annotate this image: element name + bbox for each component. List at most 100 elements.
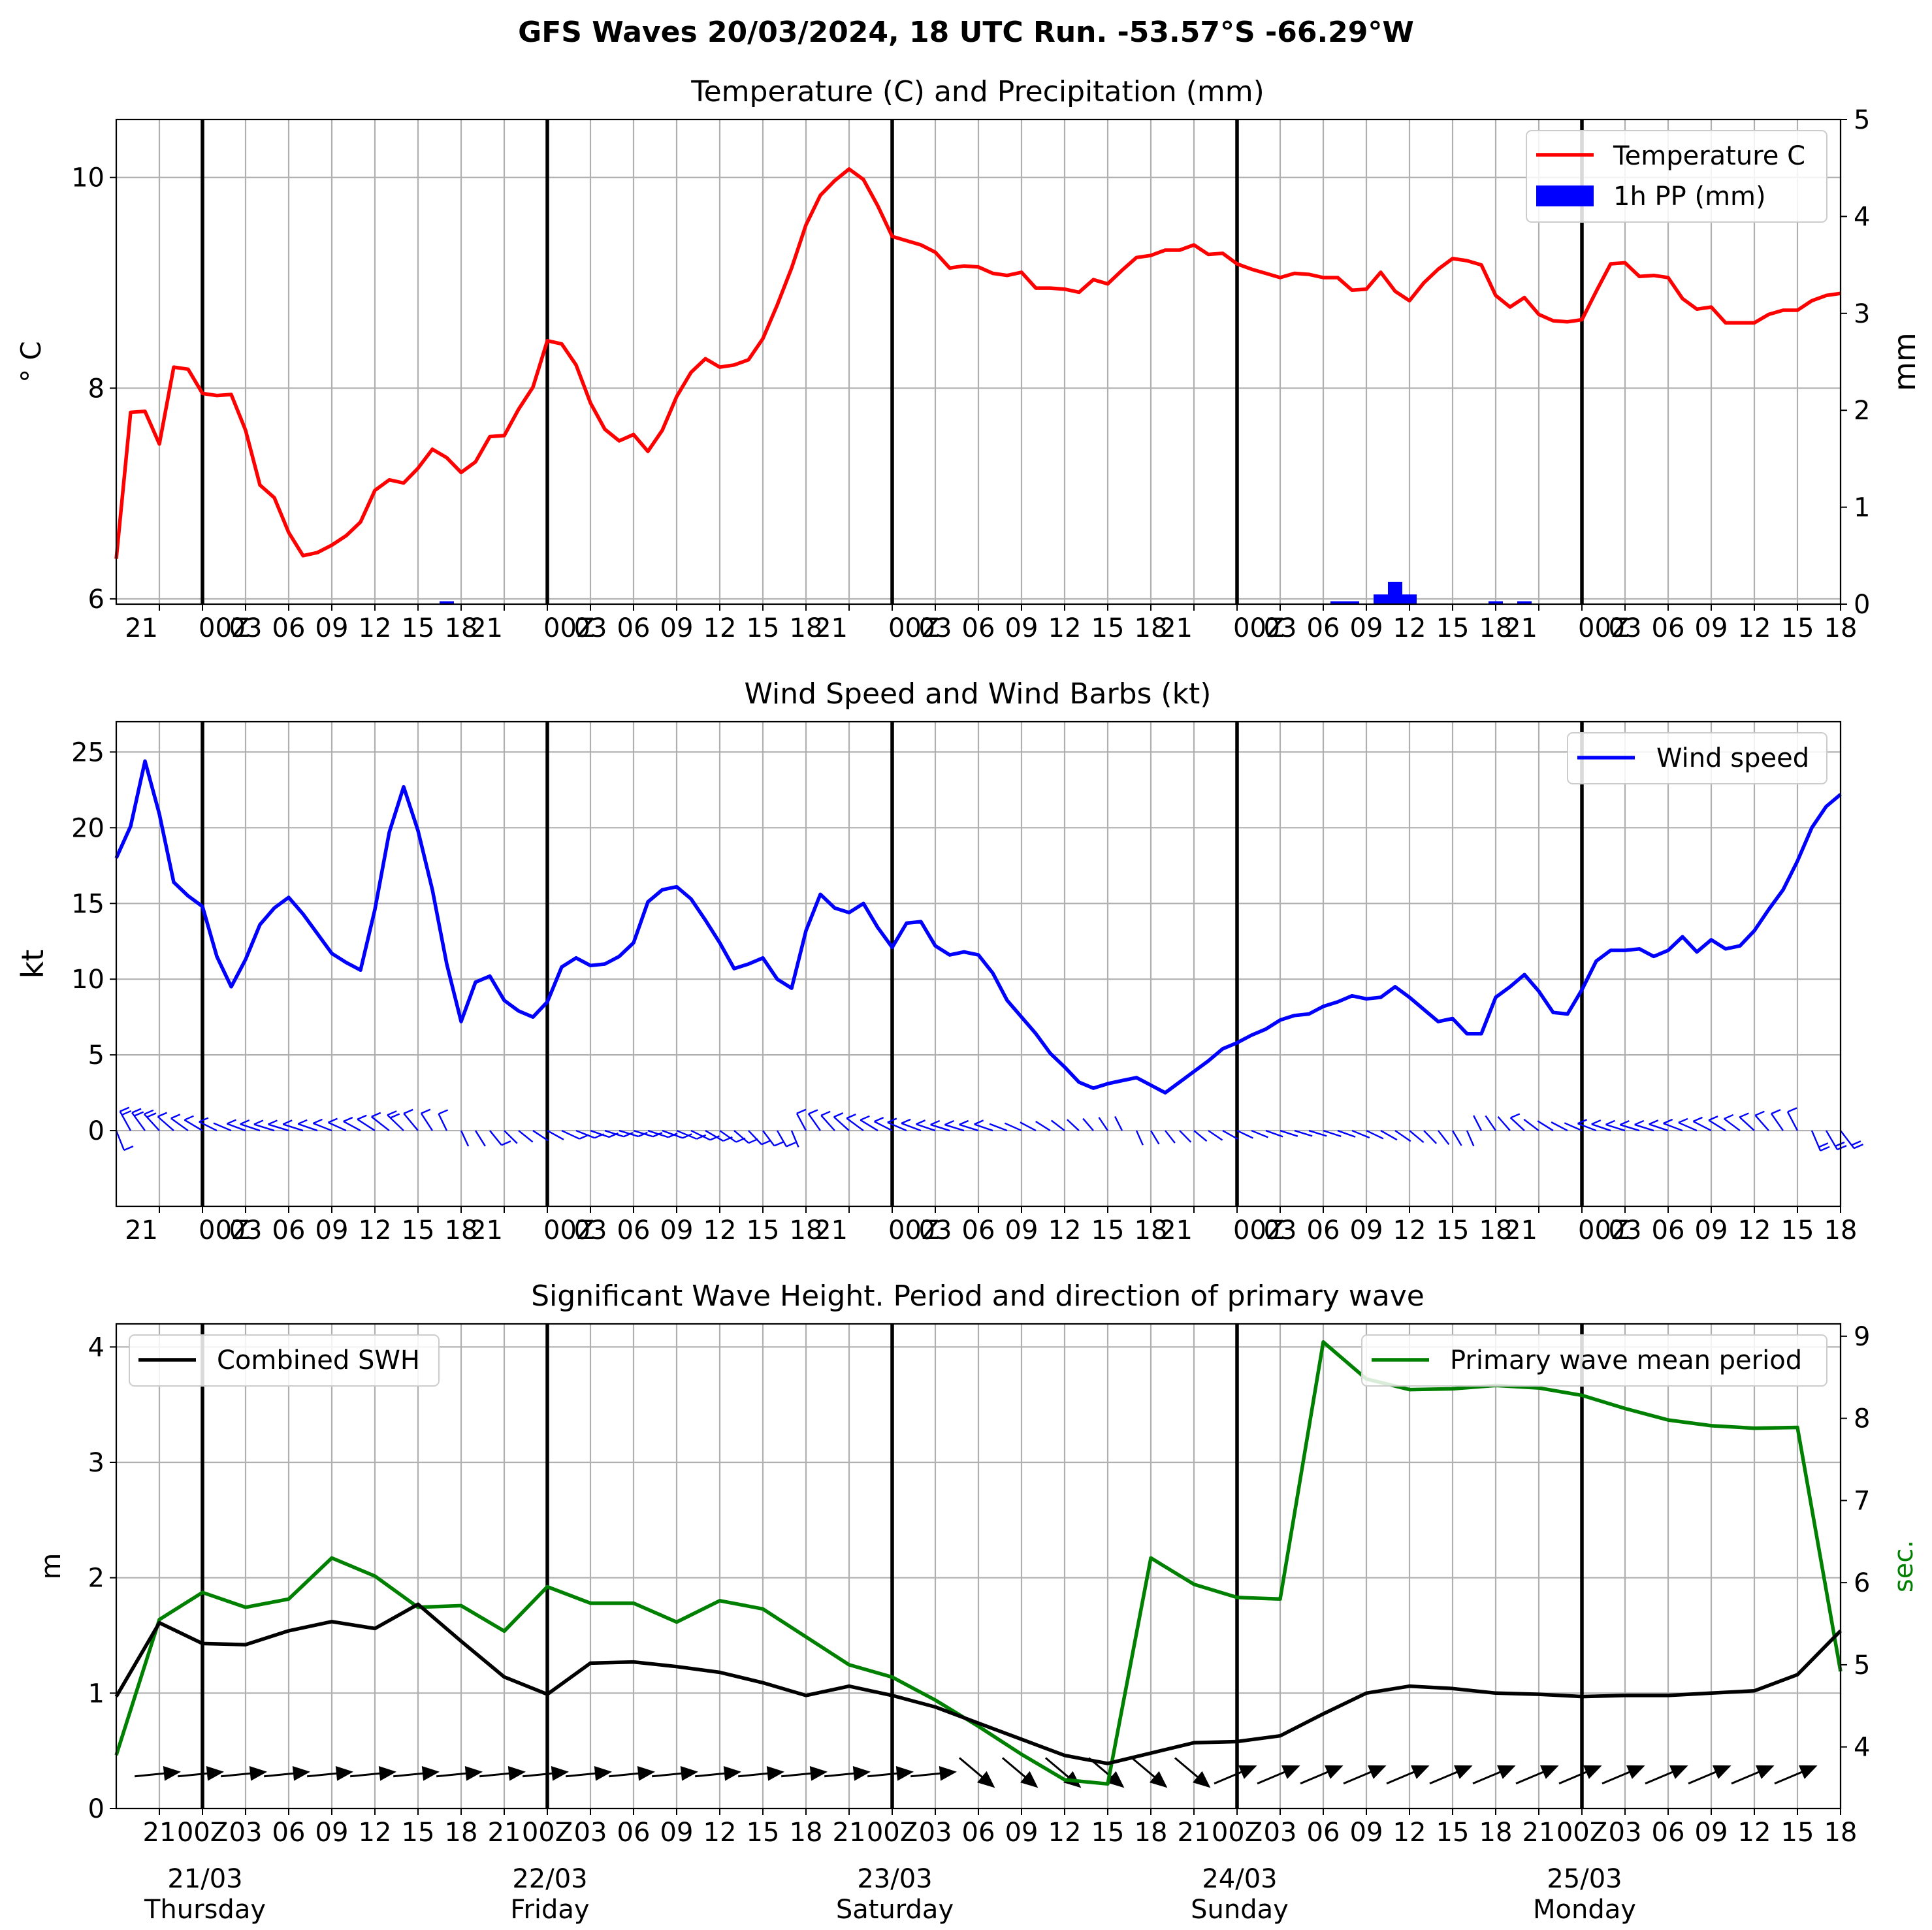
y-tick-label: 10 [71, 965, 105, 995]
x-tick-label: 18 [1135, 1818, 1168, 1848]
wave-arrow-shaft [264, 1771, 299, 1778]
wind-barb-shaft [846, 1118, 864, 1132]
wind-grid [116, 722, 1842, 1206]
wind-barb-flag [421, 1108, 431, 1114]
wind-barb-flag [1678, 1118, 1688, 1123]
wind-barb-shaft [748, 1130, 762, 1146]
wind-barb-shaft [1380, 1130, 1398, 1141]
wind-barb-shaft [213, 1122, 232, 1132]
wave-arrow-shaft [695, 1771, 730, 1778]
wind-barb-shaft [619, 1129, 639, 1138]
x-tick-label: 00Z [888, 1215, 939, 1246]
wind-barb-shaft [1678, 1121, 1698, 1132]
x-tick-label: 06 [962, 613, 995, 643]
x-tick-label: 15 [1091, 1818, 1125, 1848]
x-tick-label: 21 [1504, 613, 1538, 643]
figure-suptitle: GFS Waves 20/03/2024, 18 UTC Run. -53.57… [518, 16, 1414, 49]
wind-barb-flag [652, 1132, 663, 1138]
wave-arrow-head [464, 1766, 483, 1781]
wave-arrow-head [1497, 1765, 1516, 1779]
x-tick-label: 12 [703, 1215, 737, 1246]
x-tick-label: 09 [1695, 1818, 1728, 1848]
wind-barb-flag [944, 1119, 954, 1126]
x-tick-label: 00Z [522, 1818, 573, 1848]
wind-barb-flag [1693, 1116, 1703, 1123]
right-y-tick-label: 0 [1854, 590, 1870, 620]
wind-barb-shaft [1004, 1122, 1022, 1132]
wind-barb-flag [1591, 1119, 1602, 1125]
right-y-tick-label: 2 [1854, 396, 1870, 426]
wind-barb-shaft [1265, 1129, 1283, 1138]
x-tick-label: 00Z [1233, 1215, 1284, 1246]
wind-barb-flag [1649, 1119, 1659, 1125]
wind-barb-flag [623, 1132, 634, 1138]
wind-barb-flag [668, 1133, 678, 1138]
wind-barb-shaft [1466, 1130, 1475, 1147]
x-tick-label: 03 [574, 613, 607, 643]
wind-barb-flag [959, 1119, 969, 1125]
wind-barb-shaft [1294, 1129, 1313, 1137]
wind-barb-flag [357, 1114, 367, 1120]
wave-arrow-head [1669, 1765, 1688, 1779]
x-tick-label: 09 [1695, 1215, 1728, 1246]
y-tick-label: 6 [88, 585, 105, 615]
wind-barb-shaft [1620, 1123, 1640, 1132]
wave-period-right-y-axis: 4 5 6 7 8 9 [1841, 1322, 1870, 1763]
wind-barb-flag [887, 1118, 897, 1123]
day-date-label: 22/03 [512, 1864, 587, 1894]
wave-day-separators [201, 1324, 1584, 1809]
x-tick-label: 15 [402, 1818, 435, 1848]
x-tick-label: 09 [1005, 1818, 1038, 1848]
wind-barb-shaft [1179, 1130, 1192, 1143]
wave-arrow-shaft [824, 1771, 860, 1778]
wave-period-series-line [114, 1340, 1843, 1786]
wind-barb-flag [1708, 1116, 1718, 1121]
period-legend: Primary wave mean period [1361, 1334, 1827, 1387]
wave-arrow-head [809, 1766, 828, 1781]
wave-arrow-shaft [566, 1771, 601, 1778]
y-tick-label: 8 [88, 374, 105, 404]
x-tick-label: 21 [143, 1818, 176, 1848]
wave-arrow-head [1281, 1765, 1300, 1779]
wind-barb-shaft [143, 1114, 160, 1131]
right-y-tick-label: 5 [1854, 105, 1870, 135]
wind-barb-flag [371, 1112, 381, 1118]
x-tick-label: 03 [574, 1215, 607, 1246]
x-tick-label: 12 [1393, 1818, 1426, 1848]
y-tick-label: 20 [71, 813, 105, 843]
wind-barb-flag [761, 1140, 771, 1146]
y-tick-label: 15 [71, 889, 105, 919]
temperature-series-line [114, 167, 1841, 559]
y-tick-label: 1 [88, 1679, 105, 1709]
wind-barb-shaft [227, 1123, 246, 1132]
wind-barb-flag [170, 1114, 181, 1119]
wind-barb-shaft [1165, 1130, 1176, 1144]
wind-barb-shaft [1423, 1130, 1438, 1144]
wave-arrow-head [507, 1766, 526, 1781]
wind-barb-shaft [575, 1129, 595, 1139]
wind-barb-shaft [157, 1116, 174, 1131]
x-tick-label: 00Z [543, 613, 594, 643]
wind-barb-shaft [1723, 1118, 1741, 1132]
temperature-precip-panel: Temperature (C) and Precipitation (mm) 2… [15, 75, 1922, 643]
temperature-y-axis: 6 8 10 [71, 163, 116, 615]
wind-barb-flag [1739, 1112, 1749, 1118]
temperature-legend: Temperature C 1h PP (mm) [1526, 130, 1827, 223]
x-tick-label: 21 [1159, 1215, 1193, 1246]
wave-arrow-shaft [609, 1771, 644, 1778]
x-tick-label: 03 [229, 613, 263, 643]
wind-barb-shaft [268, 1123, 289, 1132]
wind-barb-flag [1510, 1113, 1521, 1119]
wind-barb-flag [390, 1113, 400, 1119]
x-tick-label: 09 [315, 1215, 349, 1246]
wave-arrow-shaft [1343, 1769, 1376, 1785]
wave-arrow-shaft [1515, 1769, 1549, 1785]
x-tick-label: 09 [315, 1818, 349, 1848]
wind-barb-flag [846, 1114, 856, 1119]
wind-barb-flag [1820, 1146, 1830, 1151]
wind-barb-shaft [662, 1129, 683, 1139]
period-right-axis-label: sec. [1889, 1540, 1919, 1592]
x-tick-label: 00Z [888, 613, 939, 643]
